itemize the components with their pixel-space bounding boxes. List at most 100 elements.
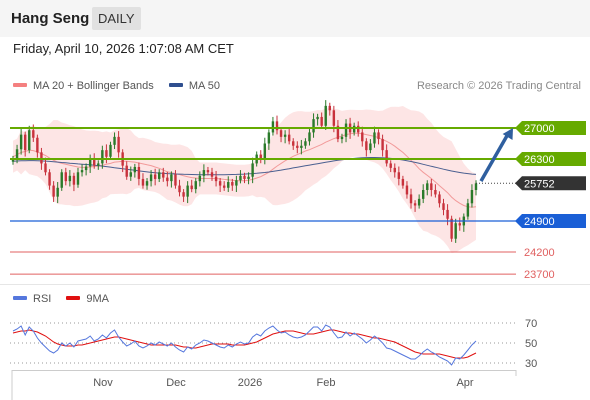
forecast-arrow-shaft (479, 133, 510, 183)
candle-body (409, 194, 413, 204)
candle-body (23, 134, 27, 151)
resistance-26300-label: 26300 (515, 152, 586, 166)
candle-body (393, 167, 396, 173)
candle-body (466, 203, 470, 217)
legend-item-rsi: RSI (13, 293, 51, 305)
candle (72, 172, 76, 192)
candle-body (458, 223, 461, 226)
pivot-24900-badge (515, 214, 586, 228)
support-label-24200: 24200 (524, 247, 555, 259)
candle (474, 180, 478, 196)
candle (153, 168, 157, 186)
candle-body (109, 144, 112, 157)
candle-body (36, 137, 39, 153)
candle (405, 181, 409, 199)
resistance-27000-value: 27000 (524, 123, 555, 135)
candle-body (446, 209, 449, 219)
candle (466, 198, 470, 220)
candle (450, 215, 453, 242)
legend-item-ma50: MA 50 (168, 80, 220, 92)
x-axis: Nov Dec 2026 Feb Apr (11, 370, 517, 400)
candle-body (113, 136, 116, 145)
candle (202, 164, 206, 183)
candle (60, 169, 63, 191)
last-price-badge (515, 176, 586, 191)
rsi-tick-50: 50 (525, 338, 537, 350)
candle-body (332, 110, 336, 126)
candle (231, 178, 234, 191)
candle-body (421, 190, 425, 199)
candle (133, 163, 137, 178)
candle-body (153, 174, 157, 179)
candle (296, 141, 299, 154)
candle (369, 139, 372, 154)
candle-body (401, 178, 405, 186)
candle (247, 172, 250, 185)
candle (267, 129, 271, 150)
candle (97, 160, 100, 170)
candle-body (397, 172, 401, 179)
candle (458, 217, 461, 231)
candle-body (271, 121, 275, 133)
candle (84, 163, 88, 176)
candle (186, 181, 189, 204)
candle (52, 181, 55, 202)
candle-body (385, 150, 388, 164)
candle-body (231, 182, 234, 186)
candle-body (52, 185, 55, 197)
pivot-24900-label: 24900 (515, 214, 586, 228)
candle (446, 204, 449, 226)
candle (88, 154, 92, 173)
candle-body (68, 175, 72, 182)
candle (243, 172, 246, 184)
candle-body (312, 119, 315, 133)
candle (158, 169, 161, 183)
candle-body (190, 185, 193, 190)
resistance-27000-label: 27000 (515, 121, 586, 135)
candle-body (15, 149, 19, 159)
candle-body (251, 163, 254, 177)
candle-body (434, 190, 437, 195)
candle (182, 189, 185, 202)
candle-body (60, 172, 63, 188)
candle-body (145, 181, 149, 186)
rsi-ma9-line (12, 329, 477, 359)
candle-body (93, 159, 96, 166)
candle-body (450, 218, 453, 239)
candle-body (389, 163, 392, 168)
candle (105, 144, 108, 164)
candle (19, 128, 23, 155)
candle-body (133, 166, 137, 173)
candle (361, 126, 364, 147)
last-price-value: 25752 (524, 178, 555, 190)
x-tick-Nov: Nov (93, 377, 113, 389)
candle (413, 200, 417, 212)
candle-body (304, 141, 307, 146)
candle-body (56, 187, 59, 197)
candlestick-layer (11, 100, 478, 243)
candle (292, 138, 295, 150)
candle (381, 134, 384, 157)
candle-body (275, 121, 279, 131)
candle (365, 138, 368, 157)
candle-body (430, 183, 433, 190)
candle-body (369, 143, 372, 151)
candle (206, 166, 210, 176)
interval-button[interactable]: DAILY (92, 7, 141, 30)
candle (227, 176, 230, 192)
candle (162, 167, 165, 182)
candle (141, 173, 145, 189)
candle-body (72, 175, 76, 185)
candle-body (316, 116, 319, 120)
candle-body (170, 174, 173, 182)
candle-body (158, 172, 161, 179)
forecast-arrow-head (502, 128, 513, 140)
candle-body (76, 172, 80, 185)
candle-body (227, 182, 230, 188)
candle-body (474, 183, 478, 190)
level-lines-layer: 27000 26300 25752 24900 24200 23700 (10, 121, 586, 281)
candle (312, 113, 315, 138)
candle (149, 170, 153, 187)
price-legend: MA 20 + Bollinger Bands MA 50 (13, 80, 232, 92)
